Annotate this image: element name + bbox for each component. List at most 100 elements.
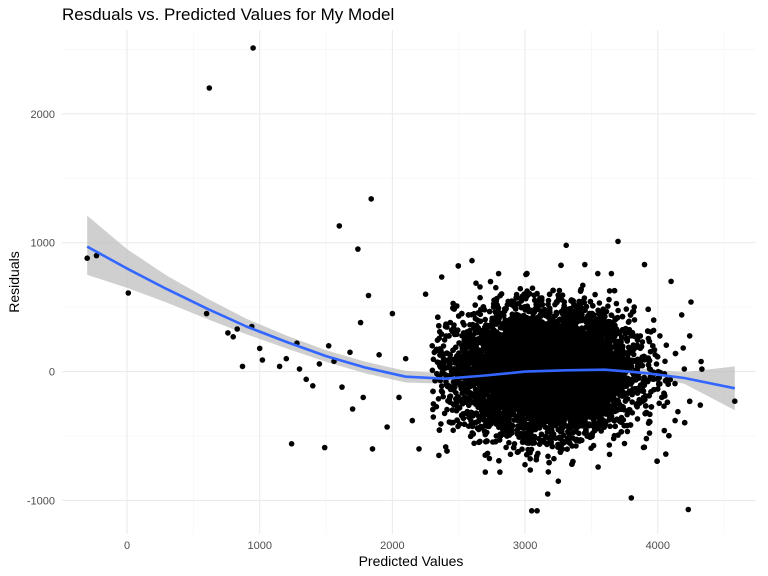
data-point [230,334,236,340]
data-point [732,398,738,405]
data-point [450,427,457,434]
data-point [672,417,678,424]
data-point [256,345,263,352]
data-point [369,446,376,452]
data-point [276,363,283,370]
chart-title: Resduals vs. Predicted Values for My Mod… [62,5,394,24]
data-point [325,343,332,349]
data-point [595,270,601,277]
data-point [613,315,620,322]
data-point [376,352,382,358]
data-point [416,446,422,452]
data-point [497,469,503,475]
data-point [681,366,688,372]
data-point [573,443,579,449]
data-point [621,440,628,447]
data-point [250,45,256,51]
data-point [613,300,620,307]
data-point [629,399,635,405]
data-point [435,396,442,402]
data-point [440,393,447,400]
data-point [296,366,303,372]
data-point [663,451,669,457]
data-point [310,383,316,389]
data-point [482,469,489,475]
data-point [507,451,514,458]
data-point [564,446,570,453]
data-point [259,357,266,363]
data-point [650,317,657,323]
data-point [495,270,502,277]
data-point [639,339,646,345]
data-point [588,445,594,452]
data-point [698,358,704,365]
data-point [615,307,621,314]
data-point [534,508,540,514]
data-point [436,452,442,459]
data-point [527,307,533,313]
data-points [84,45,738,514]
data-point [389,310,396,317]
data-point [303,376,310,383]
data-point [482,316,489,323]
data-point [402,355,409,362]
data-point [615,238,621,245]
data-point [84,255,90,261]
data-point [536,441,543,448]
data-point [288,441,295,447]
data-point [608,270,615,277]
data-point [544,491,551,497]
data-point [336,223,343,229]
data-point [634,416,641,422]
data-point [631,317,638,323]
data-point [93,252,100,259]
data-point [657,333,663,339]
data-point [349,406,356,412]
data-point [576,430,582,437]
data-point [688,299,694,305]
data-point [316,361,323,367]
data-point [522,461,528,468]
data-point [429,343,436,349]
data-point [471,440,477,447]
data-point [283,355,290,362]
data-point [239,363,246,370]
data-point [538,302,545,308]
data-point [661,427,668,434]
data-point [551,455,557,462]
data-point [203,310,210,317]
data-point [699,366,705,372]
data-point [592,291,598,298]
data-point [641,261,648,268]
data-point [430,414,437,420]
data-point [563,242,569,249]
data-point [628,495,635,501]
data-point [430,356,437,363]
data-point [668,278,674,285]
data-point [697,402,704,408]
data-point [487,278,494,285]
data-point [486,455,493,462]
data-point [624,428,631,435]
data-point [672,380,678,387]
data-point [638,343,645,350]
data-point [493,284,499,291]
data-point [685,506,692,513]
data-point [582,261,588,268]
data-point [355,246,361,252]
data-point [529,285,536,292]
data-point [545,469,552,475]
data-point [493,433,500,439]
data-point [206,85,213,91]
data-point [339,384,345,390]
data-point [472,302,479,308]
data-point [409,417,416,424]
data-point [360,394,367,401]
data-point [656,400,662,407]
data-point [527,467,534,473]
data-point [556,287,563,294]
data-point [125,290,132,296]
data-point [225,330,231,336]
data-point [678,312,685,318]
